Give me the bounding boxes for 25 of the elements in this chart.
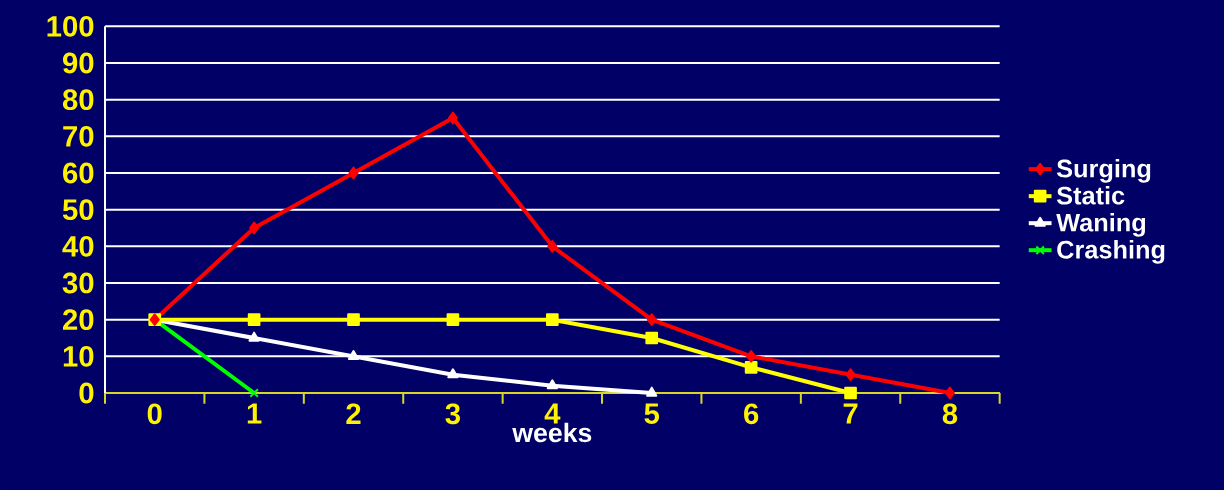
- y-tick-label: 60: [63, 162, 94, 184]
- x-tick-label: 7: [843, 403, 858, 424]
- x-tick-label: 3: [445, 403, 461, 425]
- y-tick-label: 30: [62, 272, 94, 294]
- legend-label: Crashing: [1057, 240, 1165, 264]
- x-tick-label: 6: [744, 403, 759, 425]
- x-tick-label: 1: [247, 403, 262, 424]
- y-tick-label: 100: [47, 15, 94, 37]
- x-tick-label: 0: [147, 403, 162, 425]
- y-tick-label: 10: [63, 345, 94, 367]
- y-tick-label: 80: [62, 89, 94, 111]
- y-tick-label: 70: [63, 125, 94, 147]
- y-tick-label: 20: [63, 309, 94, 331]
- x-tick-label: 5: [644, 403, 660, 424]
- x-tick-label: 2: [346, 403, 361, 424]
- legend-label: Waning: [1056, 213, 1146, 237]
- legend-label: Surging: [1056, 158, 1151, 183]
- y-tick-label: 40: [62, 235, 94, 257]
- y-tick-label: 90: [63, 52, 94, 74]
- x-tick-label: 8: [942, 403, 958, 425]
- y-tick-label: 0: [79, 382, 94, 404]
- x-tick-label: 4: [544, 403, 561, 424]
- legend-label: Static: [1056, 185, 1125, 205]
- x-axis-title: weeks: [512, 422, 592, 443]
- y-tick-label: 50: [62, 199, 94, 221]
